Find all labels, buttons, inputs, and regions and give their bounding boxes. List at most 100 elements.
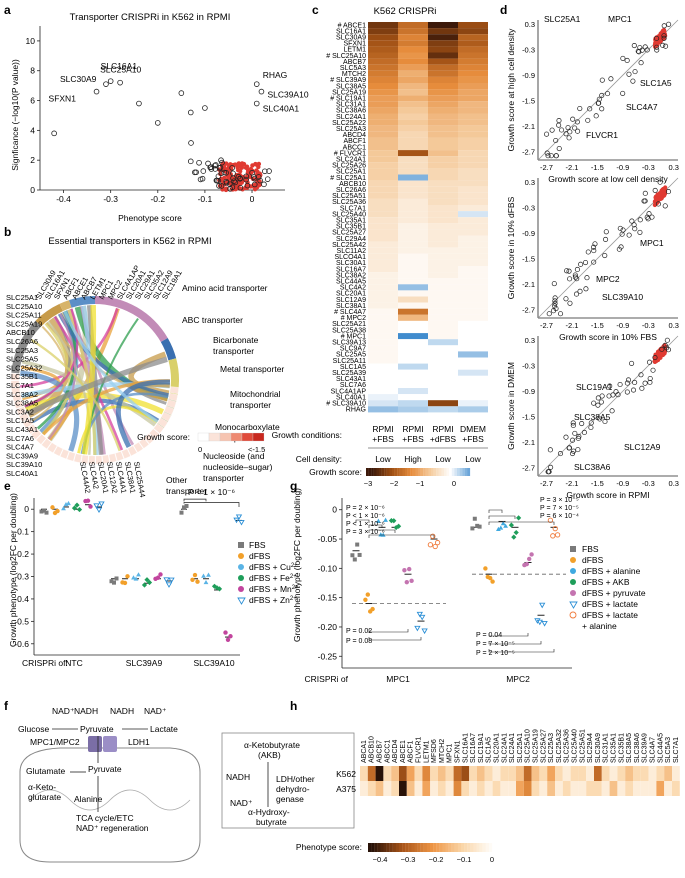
- heatmap-colorbar-step: [444, 468, 447, 476]
- heatmap-cell: [398, 156, 428, 163]
- pa-point: [216, 165, 223, 171]
- h-colorbar-step: [479, 843, 483, 852]
- heatmap-cell: [458, 28, 488, 35]
- h-col-label: SLC29A4: [587, 733, 594, 763]
- pa-point: [136, 100, 142, 107]
- heatmap-cell: [398, 259, 428, 266]
- h-cell: [562, 766, 571, 781]
- h-cell: [406, 766, 415, 781]
- panel-e-dotplot: Growth phenotype (log2FC per doubling) C…: [8, 487, 299, 668]
- heatmap-colorbar-step: [412, 468, 416, 476]
- h-col-label: MTCH2: [439, 739, 446, 763]
- heatmap-row-label: # SLC19A1: [330, 96, 366, 103]
- pe-point: [235, 514, 243, 520]
- pd-point: [550, 308, 557, 314]
- heatmap-cell: [398, 278, 428, 285]
- heatmap-cell: [398, 290, 428, 297]
- heatmap-cell: [368, 302, 398, 309]
- h-cell: [469, 781, 477, 796]
- pd-point: [617, 381, 623, 388]
- h-colorbar-step: [430, 843, 434, 852]
- heatmap-cell: [398, 223, 428, 230]
- heatmap-cell: [458, 333, 488, 340]
- pg-sig-bracket: [368, 637, 422, 641]
- heatmap-cell: [398, 320, 428, 327]
- pd-point: [632, 379, 638, 386]
- pd-point: [613, 389, 619, 395]
- pe-ytick-label: 0: [24, 504, 29, 514]
- heatmap-cell: [428, 320, 458, 327]
- pa-point: [262, 168, 268, 175]
- pd-point-label: MPC1: [608, 14, 632, 24]
- chord-link: [41, 322, 72, 436]
- heatmap-cell: [368, 131, 398, 138]
- pe-point: [93, 503, 100, 509]
- pd-point: [631, 222, 637, 228]
- h-colorbar-step: [402, 843, 406, 852]
- pd-point: [659, 346, 665, 352]
- heatmap-cell: [428, 241, 458, 248]
- pe-ytick-label: -0.3: [14, 572, 29, 582]
- h-cell: [539, 766, 548, 781]
- pa-point: [229, 184, 236, 191]
- pg-point: [427, 542, 434, 548]
- pd-point: [654, 47, 660, 53]
- chord-gene-arc: [138, 438, 150, 449]
- heatmap-cell: [458, 89, 488, 96]
- heatmap-cell: [398, 363, 428, 370]
- chord-gene-arc: [59, 448, 70, 460]
- pg-point: [419, 614, 426, 621]
- heatmap-cell: [368, 247, 398, 254]
- pd-point: [625, 377, 632, 383]
- chord-gene-arc: [88, 455, 96, 465]
- heatmap-row-label: SLC24A1: [336, 157, 366, 164]
- pg-point: [477, 524, 482, 529]
- h-cell: [430, 781, 438, 796]
- pg-ytick-label: -0.25: [318, 651, 338, 661]
- pa-point: [237, 176, 243, 182]
- pd-point: [662, 203, 668, 209]
- pd-point: [603, 229, 609, 235]
- pd-point: [553, 153, 559, 159]
- chord-cat-other-2: transporter: [166, 486, 207, 496]
- pe-point: [225, 637, 231, 643]
- pe-ytick-label: -0.1: [14, 527, 29, 537]
- pe-ytick-label: -0.6: [14, 639, 29, 649]
- pg-point: [536, 619, 543, 626]
- pd-xtick-label: -1.5: [591, 321, 604, 330]
- pd-point: [647, 375, 653, 382]
- heatmap-row-label: SLC38A1: [336, 303, 366, 310]
- chord-gene-arc: [102, 454, 110, 464]
- h-cell: [523, 766, 532, 781]
- h-cell: [414, 766, 423, 781]
- pd-point: [663, 43, 669, 49]
- h-cell: [633, 781, 641, 796]
- pd-point: [567, 276, 573, 282]
- pe-point: [71, 505, 78, 511]
- pe-point: [206, 572, 211, 577]
- heatmap-cell: [398, 34, 428, 41]
- pa-ytick-label: 2: [30, 155, 35, 165]
- heatmap-cell: [458, 229, 488, 236]
- heatmap-cell: [398, 241, 428, 248]
- pd-point: [588, 424, 594, 431]
- pd-point: [574, 266, 580, 273]
- f-mpc: MPC1/MPC2: [30, 737, 80, 747]
- heatmap-cell: [368, 394, 398, 401]
- heatmap-cell: [458, 125, 488, 132]
- pd-ytick-label: 0.3: [525, 336, 535, 345]
- h-cell: [375, 781, 384, 796]
- pe-legend-label: dFBS + Zn2+: [249, 595, 297, 605]
- pd-ytick-label: -0.9: [522, 229, 535, 238]
- pe-point: [165, 582, 173, 588]
- heatmap-col-medium-2: +dFBS: [430, 434, 457, 444]
- heatmap-cell: [428, 101, 458, 108]
- pd-xtick-label: -0.9: [616, 479, 629, 488]
- heatmap-cell: [428, 162, 458, 169]
- pd-point: [649, 214, 655, 220]
- pd-point: [591, 259, 597, 265]
- heatmap-col-medium: RPMI: [432, 424, 453, 434]
- pg-sig-bracket: [355, 519, 370, 523]
- panel-label-d: d: [500, 3, 507, 17]
- pd-ylabel: Growth score in DMEM: [506, 362, 516, 450]
